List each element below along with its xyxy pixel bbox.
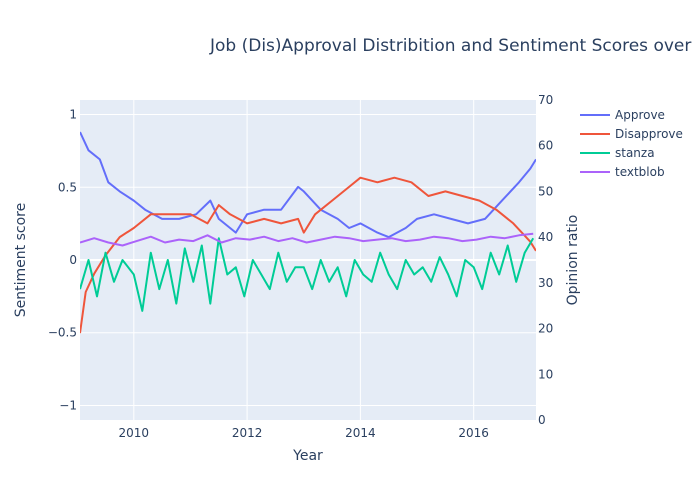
x-tick-label: 2014	[345, 426, 376, 440]
y2-tick-label: 40	[538, 230, 553, 244]
y-axis-title: Sentiment score	[13, 203, 29, 317]
series-line-stanza	[80, 237, 535, 312]
y-tick-label: −0.5	[48, 326, 77, 340]
y2-tick-label: 70	[538, 93, 553, 107]
legend[interactable]: Approve Disapprove stanza textblob	[580, 108, 683, 179]
x-axis-title: Year	[292, 448, 323, 464]
legend-item-stanza[interactable]: stanza	[580, 146, 655, 160]
legend-label: textblob	[615, 165, 665, 179]
y2-tick-label: 0	[538, 413, 546, 427]
legend-label: Disapprove	[615, 127, 683, 141]
chart-title: Job (Dis)Approval Distribition and Senti…	[209, 36, 691, 56]
y-tick-label: 1	[69, 108, 77, 122]
y2-tick-label: 10	[538, 367, 553, 381]
y-tick-label: 0.5	[58, 180, 77, 194]
y-tick-label: 0	[69, 253, 77, 267]
y2-tick-label: 60	[538, 139, 553, 153]
legend-item-approve[interactable]: Approve	[580, 108, 665, 122]
series-line-disapprove	[80, 176, 536, 334]
y-grid	[80, 114, 536, 406]
legend-item-textblob[interactable]: textblob	[580, 165, 665, 179]
y-tick-label: −1	[59, 398, 77, 412]
y2-tick-labels: 70 60 50 40 30 20 10 0	[538, 93, 553, 427]
series-line-approve	[80, 131, 536, 239]
series-line-textblob	[80, 232, 534, 247]
y2-tick-label: 30	[538, 276, 553, 290]
x-tick-label: 2010	[119, 426, 150, 440]
legend-label: stanza	[615, 146, 655, 160]
x-tick-label: 2016	[458, 426, 489, 440]
y-tick-labels: 1 0.5 0 −0.5 −1	[48, 108, 77, 413]
y2-tick-label: 50	[538, 184, 553, 198]
legend-label: Approve	[615, 108, 665, 122]
series-layer	[80, 131, 536, 334]
y2-axis-title: Opinion ratio	[565, 215, 581, 306]
y2-tick-label: 20	[538, 322, 553, 336]
x-tick-labels: 2010 2012 2014 2016	[119, 426, 489, 440]
x-tick-label: 2012	[232, 426, 263, 440]
legend-item-disapprove[interactable]: Disapprove	[580, 127, 683, 141]
